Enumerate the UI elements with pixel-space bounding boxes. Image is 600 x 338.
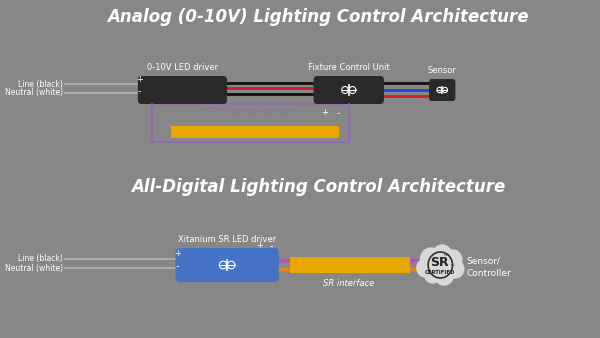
Text: -: - [336, 108, 340, 118]
Circle shape [434, 265, 454, 285]
Text: 0-10V LED driver: 0-10V LED driver [147, 63, 218, 72]
Circle shape [421, 248, 441, 270]
Text: +: + [136, 74, 143, 83]
Bar [171, 126, 340, 138]
Text: Sensor: Sensor [428, 66, 457, 75]
Text: Line (black): Line (black) [18, 79, 63, 89]
FancyBboxPatch shape [429, 79, 455, 101]
Text: Line (black): Line (black) [18, 255, 63, 264]
Bar [290, 257, 410, 273]
Text: CERTIFIED: CERTIFIED [425, 269, 455, 274]
Text: -: - [269, 241, 273, 251]
Text: Analog (0-10V) Lighting Control Architecture: Analog (0-10V) Lighting Control Architec… [107, 8, 529, 26]
Text: ™: ™ [443, 253, 451, 259]
FancyBboxPatch shape [138, 76, 227, 104]
Text: 0-10V control interface: 0-10V control interface [206, 107, 295, 117]
Bar [152, 104, 349, 142]
Circle shape [433, 245, 452, 265]
Text: SR: SR [430, 257, 449, 269]
Circle shape [417, 259, 434, 277]
Text: Fixture Control Unit: Fixture Control Unit [308, 63, 389, 72]
Text: Sensor/: Sensor/ [467, 257, 500, 266]
Circle shape [443, 250, 462, 270]
Text: Controller: Controller [467, 268, 511, 277]
Text: Neutral (white): Neutral (white) [5, 89, 63, 97]
Text: -: - [138, 86, 142, 96]
Text: All-Digital Lighting Control Architecture: All-Digital Lighting Control Architectur… [131, 178, 505, 196]
Circle shape [424, 265, 441, 283]
Circle shape [447, 260, 464, 278]
Text: -: - [176, 261, 179, 271]
Text: +: + [174, 248, 181, 258]
Text: +: + [257, 241, 263, 250]
FancyBboxPatch shape [175, 248, 279, 282]
FancyBboxPatch shape [314, 76, 384, 104]
Text: +: + [322, 108, 328, 117]
Text: Neutral (white): Neutral (white) [5, 264, 63, 272]
Text: Xitanium SR LED driver: Xitanium SR LED driver [178, 235, 276, 244]
Text: SR interface: SR interface [323, 279, 374, 288]
